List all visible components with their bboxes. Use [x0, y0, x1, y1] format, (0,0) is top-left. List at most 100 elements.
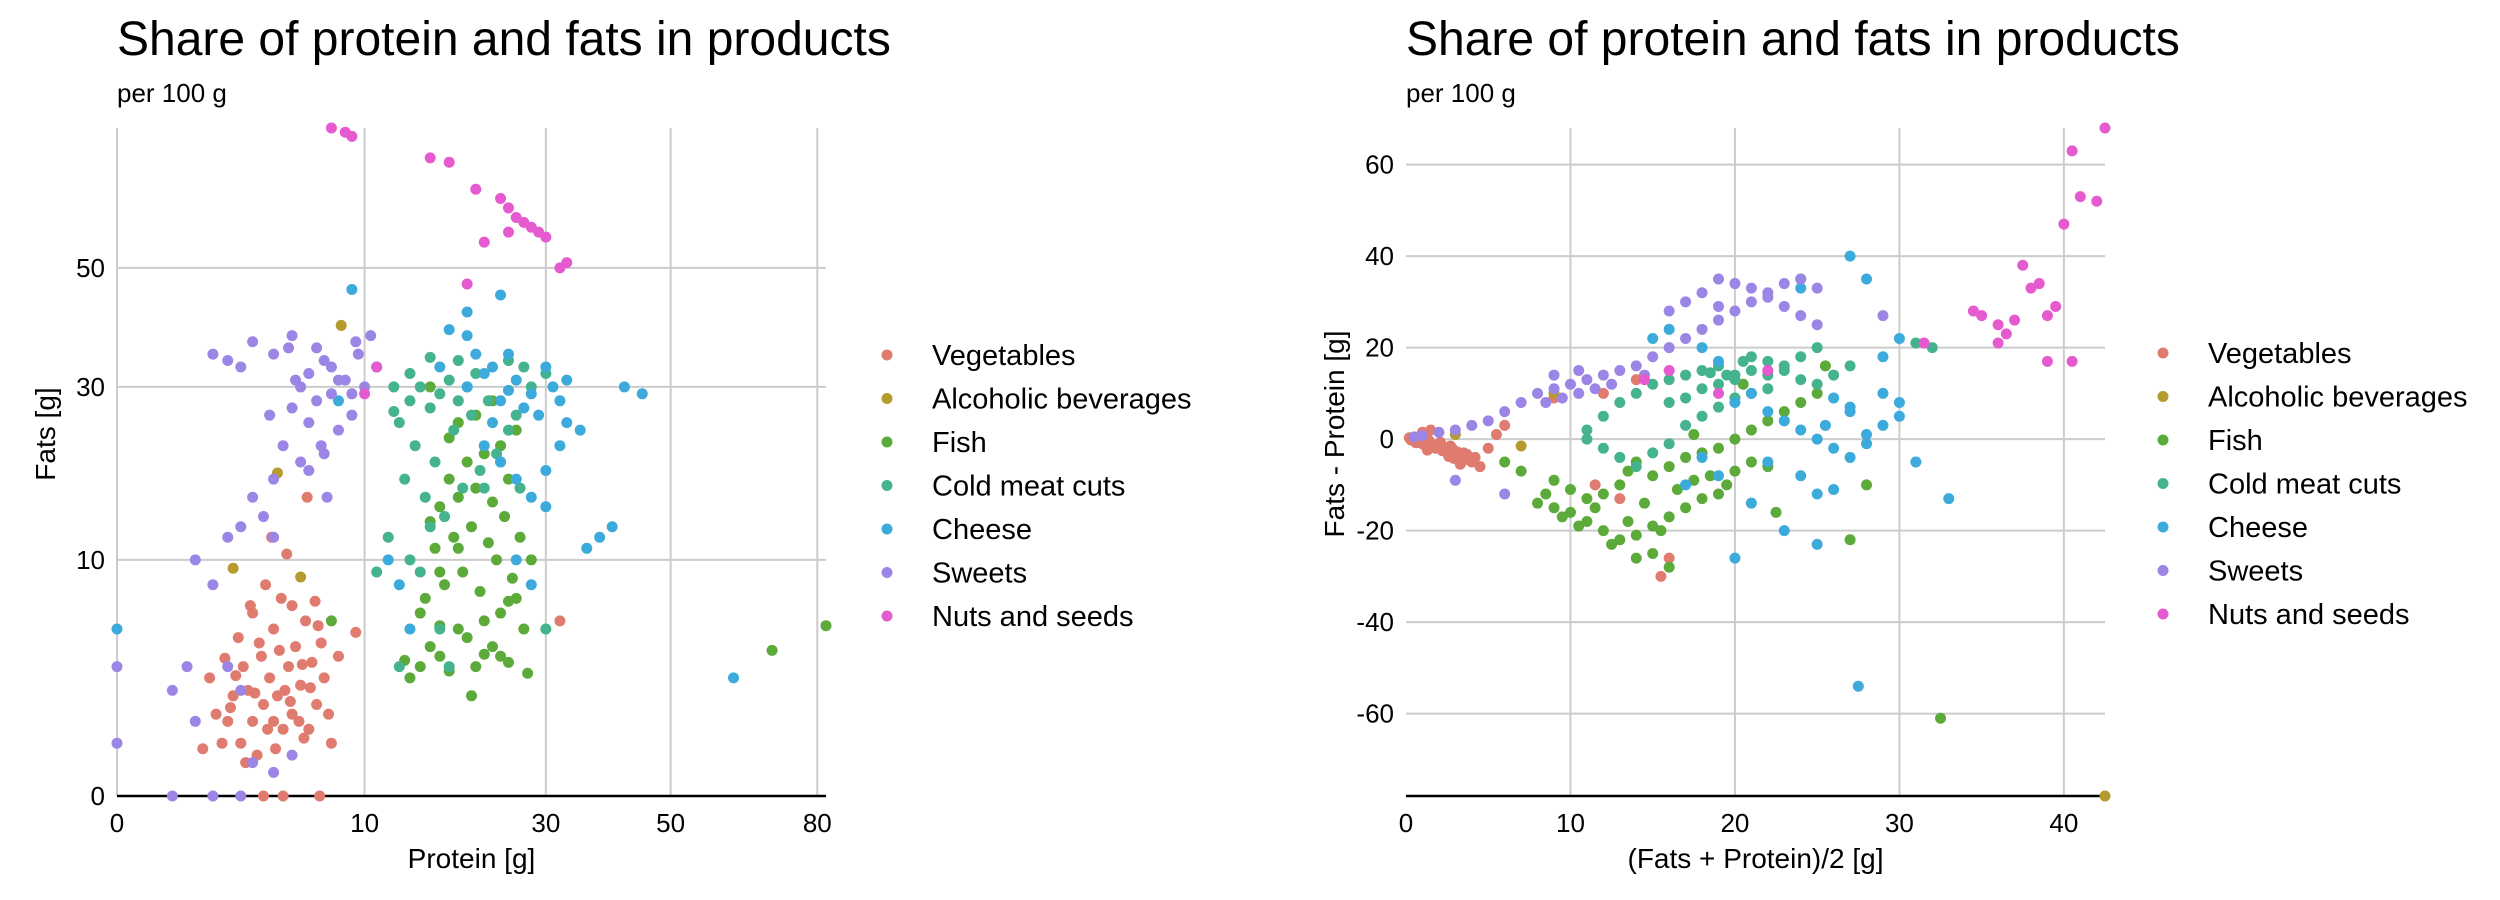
data-point [499, 511, 511, 523]
data-point [1581, 493, 1593, 505]
data-point [540, 501, 552, 513]
data-point [1655, 525, 1667, 537]
data-point [207, 579, 219, 591]
data-point [264, 672, 276, 684]
data-point [365, 330, 377, 342]
data-point [1811, 342, 1823, 354]
data-point [393, 579, 405, 591]
data-point [1671, 483, 1683, 495]
data-point [1745, 424, 1757, 436]
data-point [470, 482, 482, 494]
data-point [443, 661, 455, 673]
data-point [514, 531, 526, 543]
data-point [561, 374, 573, 386]
data-point [189, 554, 201, 566]
y-tick-label: 50 [76, 253, 105, 283]
data-point [1589, 383, 1601, 395]
data-point [1795, 351, 1807, 363]
legend-label: Cold meat cuts [932, 471, 1125, 503]
data-point [457, 482, 469, 494]
data-point [286, 402, 298, 414]
legend-label: Sweets [932, 558, 1027, 590]
x-axis-label: (Fats + Protein)/2 [g] [1628, 843, 1884, 874]
x-tick-label: 20 [1720, 808, 1749, 838]
data-point [502, 473, 514, 485]
data-point [1581, 374, 1593, 386]
data-point [382, 531, 394, 543]
y-tick-label: 0 [1380, 424, 1394, 454]
data-point [279, 684, 291, 696]
data-point [1795, 424, 1807, 436]
legend-marker [881, 523, 893, 535]
data-point [359, 388, 371, 400]
legend-label: Alcoholic beverages [2208, 382, 2468, 414]
data-point [1712, 314, 1724, 326]
data-point [1795, 310, 1807, 322]
data-point [303, 417, 315, 429]
data-point [461, 278, 473, 290]
data-point [1828, 392, 1840, 404]
data-point [540, 464, 552, 476]
data-point [1647, 548, 1659, 560]
data-point [1745, 282, 1757, 294]
data-point [1597, 369, 1609, 381]
data-point [434, 650, 446, 662]
data-point [235, 684, 247, 696]
data-point [2050, 300, 2062, 312]
data-point [486, 641, 498, 653]
x-tick-label: 50 [656, 808, 685, 838]
data-point [452, 491, 464, 503]
data-point [1745, 296, 1757, 308]
data-point [1712, 355, 1724, 367]
data-point [1655, 570, 1667, 582]
data-point [478, 236, 490, 248]
data-point [424, 351, 436, 363]
data-point [434, 388, 446, 400]
data-point [495, 193, 507, 205]
data-point [452, 542, 464, 554]
data-point [1762, 355, 1774, 367]
data-point [502, 424, 514, 436]
data-point [260, 579, 272, 591]
series-nuts-and-seeds [1638, 122, 2111, 399]
data-point [419, 491, 431, 503]
chart-title-2: Share of protein and fats in products [1406, 13, 2180, 66]
data-point [197, 743, 209, 755]
series-sweets [1408, 273, 1889, 500]
data-point [1762, 406, 1774, 418]
data-point [1474, 461, 1486, 473]
data-point [561, 417, 573, 429]
x-tick-label: 10 [1556, 808, 1585, 838]
data-point [1721, 479, 1733, 491]
data-point [1499, 488, 1511, 500]
data-point [321, 491, 333, 503]
y-tick-label: 20 [1365, 333, 1394, 363]
data-point [277, 790, 289, 802]
data-point [525, 491, 537, 503]
data-point [388, 381, 400, 393]
data-point [1844, 250, 1856, 262]
data-point [1893, 332, 1905, 344]
data-point [1490, 429, 1502, 441]
data-point [1811, 319, 1823, 331]
data-point [393, 417, 405, 429]
data-point [166, 790, 178, 802]
data-point [1811, 538, 1823, 550]
legend-marker [881, 567, 893, 578]
data-point [1918, 337, 1930, 349]
data-point [1630, 552, 1642, 564]
data-point [404, 395, 416, 407]
data-point [461, 632, 473, 644]
data-point [1745, 351, 1757, 363]
data-point [443, 156, 455, 168]
data-point [257, 790, 269, 802]
data-point [491, 554, 503, 566]
legend-label: Sweets [2208, 556, 2303, 588]
data-point [1811, 378, 1823, 390]
chart-subtitle-1: per 100 g [117, 78, 227, 108]
data-point [1548, 474, 1560, 486]
data-point [1926, 342, 1938, 354]
data-point [1745, 364, 1757, 376]
y-tick-label: -40 [1356, 607, 1394, 637]
data-point [350, 626, 362, 638]
